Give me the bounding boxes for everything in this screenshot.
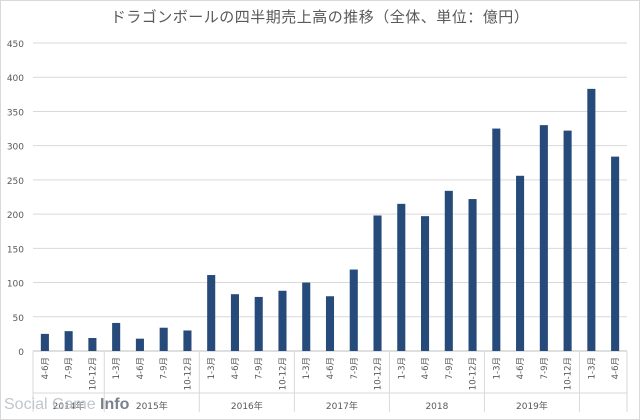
x-tick-label: 10-12月: [469, 357, 479, 390]
x-tick-label: 4-6月: [231, 357, 241, 379]
year-label: 2017年: [326, 400, 358, 412]
x-tick-label: 10-12月: [88, 357, 98, 390]
watermark-logo: Social Game Info: [4, 396, 129, 414]
watermark-text-bold: Info: [100, 396, 130, 413]
bar: [492, 128, 501, 351]
bar: [302, 282, 311, 351]
x-tick-label: 7-9月: [255, 357, 265, 379]
x-tick-label: 1-3月: [112, 357, 122, 379]
bar: [468, 199, 477, 351]
bar: [444, 190, 453, 351]
bar: [207, 275, 216, 351]
y-tick-label: 400: [7, 74, 24, 84]
bar: [421, 216, 430, 351]
chart-title: ドラゴンボールの四半期売上高の推移（全体、単位：億円）: [110, 8, 530, 26]
x-tick-label: 1-3月: [207, 357, 217, 379]
x-tick-label: 7-9月: [65, 357, 75, 379]
x-tick-label: 4-6月: [611, 357, 621, 379]
x-tick-label: 1-3月: [492, 357, 502, 379]
x-tick-label: 7-9月: [160, 357, 170, 379]
watermark-text: Social Game: [4, 396, 101, 413]
x-tick-label: 4-6月: [41, 357, 51, 379]
y-tick-label: 300: [7, 143, 24, 153]
bar: [112, 322, 121, 351]
y-tick-label: 100: [7, 280, 24, 290]
y-tick-label: 50: [13, 314, 25, 324]
bar: [325, 296, 335, 351]
x-tick-label: 7-9月: [445, 357, 455, 379]
bar: [230, 294, 239, 351]
x-tick-label: 1-3月: [397, 357, 407, 379]
x-tick-label: 1-3月: [302, 357, 312, 379]
bar: [40, 333, 49, 351]
bar: [349, 269, 358, 351]
x-tick-label: 1-3月: [587, 357, 597, 379]
bar: [611, 156, 620, 351]
x-tick-label: 4-6月: [421, 357, 431, 379]
bar: [254, 296, 263, 351]
bar: [88, 337, 97, 351]
bar: [183, 330, 192, 351]
y-tick-label: 250: [7, 177, 24, 187]
x-tick-label: 10-12月: [564, 357, 574, 390]
bar: [135, 338, 144, 351]
year-label: 2016年: [231, 400, 263, 412]
y-tick-label: 0: [18, 348, 24, 358]
year-label: 2014年: [53, 400, 85, 412]
bar: [516, 175, 525, 351]
bar: [64, 331, 73, 351]
x-tick-label: 4-6月: [516, 357, 526, 379]
y-tick-label: 350: [7, 108, 24, 118]
bar: [278, 290, 287, 351]
x-tick-label: 4-6月: [136, 357, 146, 379]
bar: [159, 327, 168, 351]
bar: [539, 125, 548, 351]
x-tick-label: 7-9月: [540, 357, 550, 379]
bar: [563, 130, 572, 351]
x-tick-label: 4-6月: [326, 357, 336, 379]
year-label: 2019年: [516, 400, 548, 412]
year-label: 2015年: [136, 400, 168, 412]
year-label: 2018: [425, 402, 448, 412]
x-tick-label: 10-12月: [374, 357, 384, 390]
bar: [373, 215, 382, 351]
x-tick-label: 10-12月: [183, 357, 193, 390]
y-tick-label: 150: [7, 245, 24, 255]
bar: [587, 88, 596, 351]
x-tick-label: 10-12月: [278, 357, 288, 390]
y-tick-label: 450: [7, 40, 24, 50]
x-tick-label: 7-9月: [350, 357, 360, 379]
bar: [397, 203, 406, 351]
y-tick-label: 200: [7, 211, 24, 221]
